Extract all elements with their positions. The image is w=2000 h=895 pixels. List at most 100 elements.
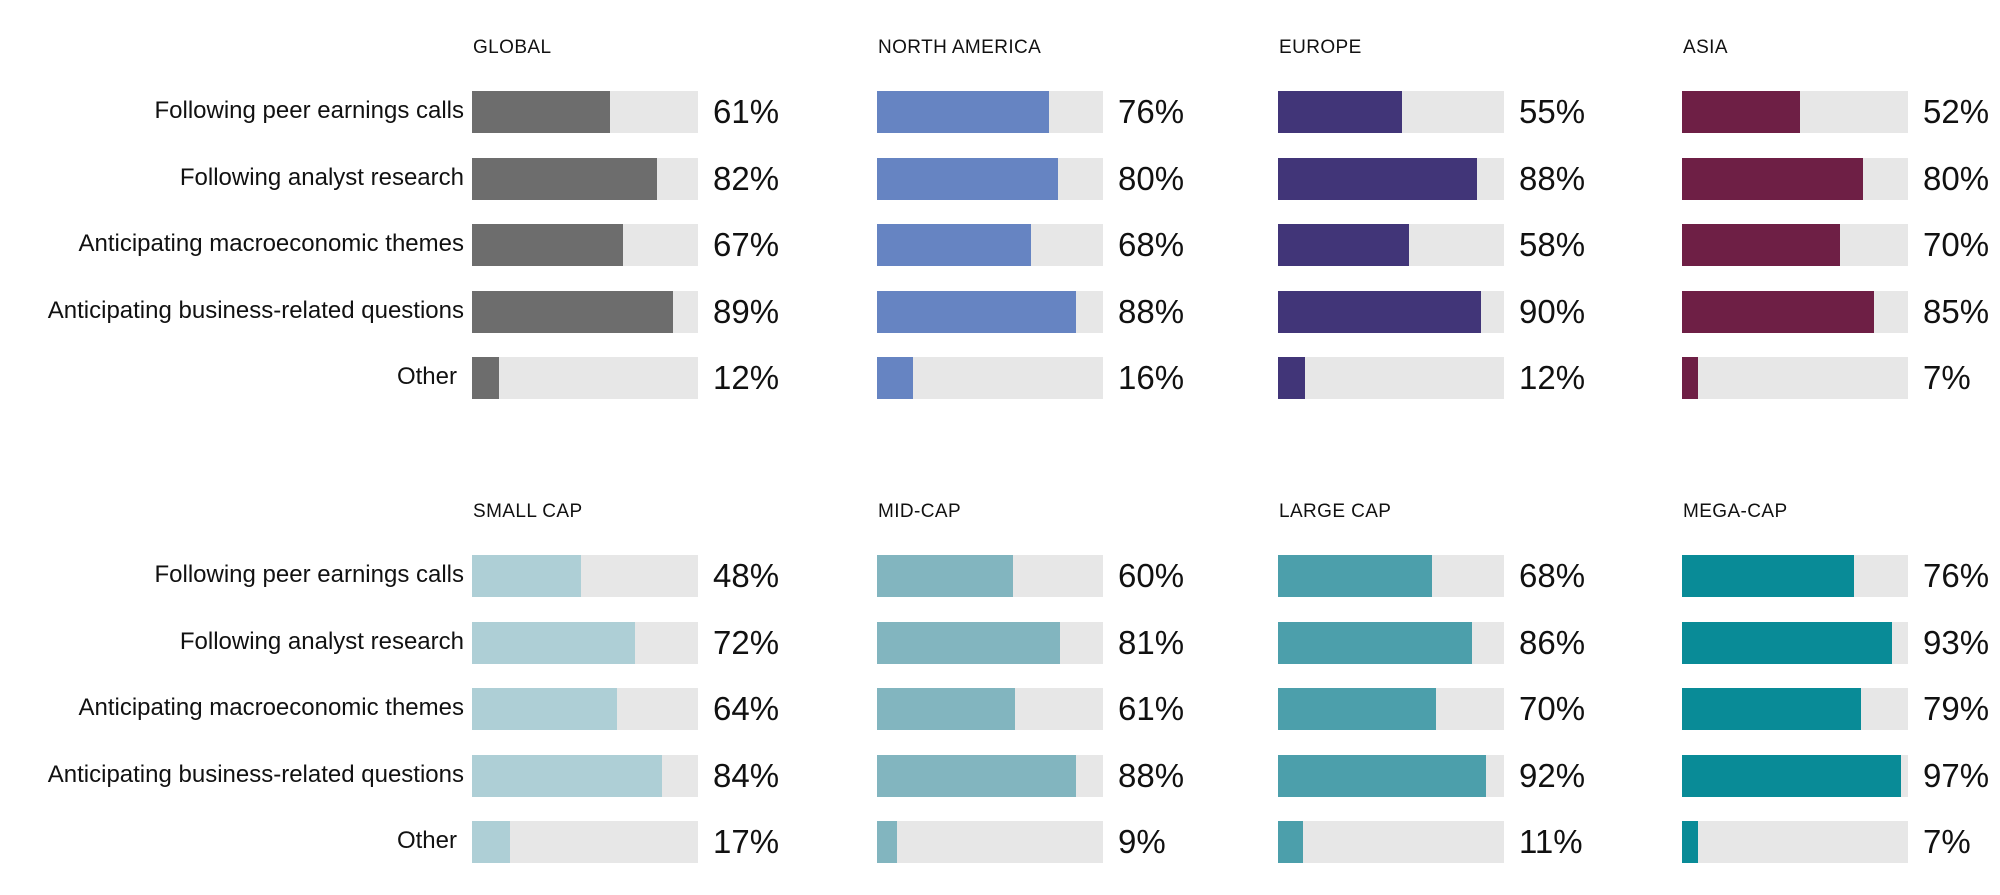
bar — [1278, 688, 1437, 730]
bar-track — [1682, 688, 1908, 730]
value-label: 7% — [1923, 823, 1971, 860]
bar — [1278, 224, 1410, 266]
bar-track — [472, 754, 698, 797]
bar — [472, 821, 511, 863]
value-label: 76% — [1923, 557, 1990, 594]
bar-track — [472, 157, 698, 200]
category-label: Anticipating business-related questions — [47, 296, 464, 324]
panel-title: GLOBAL — [473, 37, 552, 58]
bar — [1682, 290, 1875, 333]
bar — [877, 821, 898, 863]
bar-track — [472, 621, 698, 664]
panel-title: LARGE CAP — [1279, 501, 1392, 522]
bar — [1682, 224, 1841, 266]
value-label: 58% — [1519, 226, 1586, 263]
bar-track — [1278, 754, 1504, 797]
bar-track — [1682, 821, 1908, 863]
bar-track — [1682, 157, 1908, 200]
bar-track — [877, 91, 1103, 133]
value-label: 67% — [713, 226, 780, 263]
bar — [472, 357, 500, 399]
bar-track — [1682, 91, 1908, 133]
value-label: 11% — [1519, 823, 1583, 860]
bar — [472, 688, 617, 730]
value-label: 92% — [1519, 756, 1586, 794]
value-label: 80% — [1118, 159, 1185, 197]
panel-title: SMALL CAP — [473, 501, 583, 522]
bar — [1682, 821, 1698, 863]
bar — [1682, 91, 1800, 133]
bar — [877, 621, 1061, 664]
value-label: 55% — [1519, 93, 1586, 130]
bar-track — [877, 754, 1103, 797]
value-label: 93% — [1923, 623, 1990, 661]
value-label: 97% — [1923, 756, 1990, 794]
bar — [472, 224, 624, 266]
value-label: 48% — [713, 557, 780, 594]
bar — [1682, 754, 1902, 797]
bar — [877, 754, 1076, 797]
bar — [472, 555, 581, 597]
value-label: 89% — [713, 292, 780, 330]
value-label: 68% — [1519, 557, 1586, 594]
value-label: 70% — [1519, 690, 1586, 727]
bar-track — [472, 555, 698, 597]
bar-track — [1278, 91, 1504, 133]
bar — [1278, 357, 1306, 399]
bar — [1682, 157, 1863, 200]
bar — [472, 621, 635, 664]
bar — [1278, 157, 1477, 200]
bar — [1682, 357, 1698, 399]
category-label: Other — [396, 827, 457, 854]
panel-title: EUROPE — [1279, 37, 1362, 58]
bar-track — [1682, 754, 1908, 797]
value-label: 80% — [1923, 159, 1990, 197]
value-label: 84% — [713, 756, 780, 794]
bar-track — [472, 290, 698, 333]
value-label: 79% — [1923, 690, 1990, 727]
bar-track — [1278, 688, 1504, 730]
panel-title: MEGA-CAP — [1683, 501, 1788, 522]
value-label: 90% — [1519, 292, 1586, 330]
bar-track — [877, 357, 1103, 399]
bar-track — [1682, 290, 1908, 333]
bar — [472, 754, 662, 797]
bar-track — [1278, 821, 1504, 863]
bar — [877, 91, 1049, 133]
bar-track — [472, 821, 698, 863]
bar — [1682, 621, 1893, 664]
bar — [1278, 290, 1482, 333]
value-label: 72% — [713, 623, 780, 661]
panel-title: NORTH AMERICA — [878, 37, 1042, 58]
category-label: Following analyst research — [179, 627, 464, 655]
bar-track — [1682, 357, 1908, 399]
bar-track — [877, 290, 1103, 333]
bar — [877, 224, 1031, 266]
bar — [877, 555, 1013, 597]
value-label: 85% — [1923, 292, 1990, 330]
category-label: Following peer earnings calls — [154, 561, 465, 588]
value-label: 82% — [713, 159, 780, 197]
value-label: 9% — [1118, 823, 1166, 860]
value-label: 52% — [1923, 93, 1990, 130]
value-label: 86% — [1519, 623, 1586, 661]
value-label: 70% — [1923, 226, 1990, 263]
bar — [1278, 621, 1473, 664]
bar-track — [877, 688, 1103, 730]
value-label: 61% — [713, 93, 780, 130]
bar-track — [472, 91, 698, 133]
bar — [1278, 555, 1432, 597]
bar — [472, 290, 674, 333]
value-label: 60% — [1118, 557, 1185, 594]
bar-track — [877, 224, 1103, 266]
value-label: 76% — [1118, 93, 1185, 130]
value-label: 16% — [1118, 359, 1185, 396]
value-label: 88% — [1118, 292, 1185, 330]
bar-track — [1682, 555, 1908, 597]
bar-track — [1682, 621, 1908, 664]
bar — [1278, 91, 1403, 133]
bar-track — [1278, 621, 1504, 664]
category-label: Other — [396, 363, 457, 390]
value-label: 17% — [713, 823, 780, 860]
